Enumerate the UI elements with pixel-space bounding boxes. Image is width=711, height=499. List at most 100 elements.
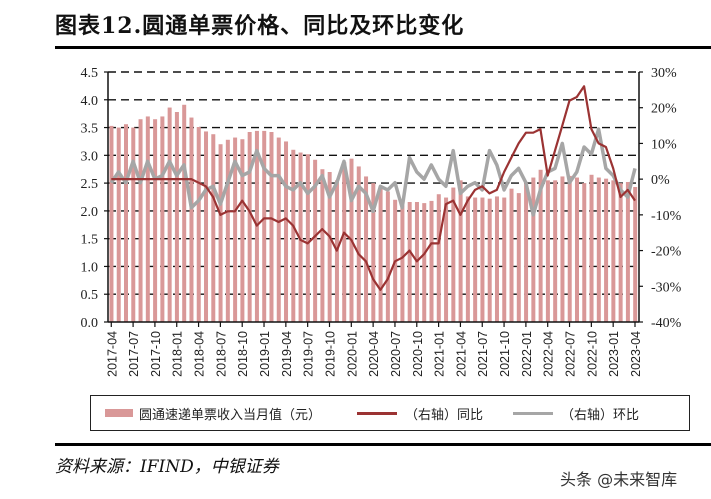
legend-label: （右轴）同比: [405, 407, 484, 423]
bar: [160, 116, 165, 322]
x-tick-label: 2019-10: [323, 331, 337, 377]
watermark: 头条 @未来智库: [560, 470, 678, 489]
bar: [269, 132, 274, 322]
bar: [633, 187, 638, 322]
bar: [116, 127, 121, 322]
source-note: 资料来源：IFIND，中银证券: [55, 457, 279, 477]
bar: [124, 124, 129, 322]
bar: [574, 177, 579, 322]
bar: [458, 180, 463, 322]
x-tick-label: 2017-10: [149, 331, 163, 377]
x-tick-label: 2019-04: [280, 331, 294, 377]
x-tick-label: 2023-04: [629, 331, 643, 377]
bar: [218, 144, 223, 322]
right-tick-label: -20%: [651, 245, 682, 260]
line-swatch-icon: [513, 411, 554, 415]
left-tick-label: 3.0: [81, 149, 99, 164]
bar: [465, 196, 470, 322]
bar: [284, 141, 289, 322]
bar: [553, 180, 558, 322]
bar: [436, 194, 441, 322]
x-tick-label: 2018-07: [214, 331, 228, 377]
bar: [167, 107, 172, 322]
x-tick-label: 2017-07: [127, 331, 141, 377]
bar: [233, 137, 238, 322]
bar: [356, 166, 361, 322]
bar: [524, 183, 529, 322]
x-tick-label: 2022-07: [564, 331, 578, 377]
axes: 0.0 0.5 1.0 1.5 2.0 2.5 3.0 3.5 4.0 4.5 -40% -30% -2…: [81, 66, 682, 377]
x-tick-label: 2019-07: [302, 331, 316, 377]
x-tick-label: 2021-04: [454, 331, 468, 377]
bar: [618, 183, 623, 322]
bar: [625, 182, 630, 322]
bar: [400, 205, 405, 322]
chart-title: 图表12.圆通单票价格、同比及环比变化: [55, 13, 465, 39]
bar: [276, 137, 281, 322]
bar: [240, 139, 245, 322]
bar: [538, 169, 543, 322]
bar: [385, 191, 390, 322]
footer-divider: [55, 443, 711, 446]
bar: [378, 188, 383, 322]
bar: [320, 169, 325, 322]
left-tick-label: 2.0: [81, 205, 99, 220]
bar: [407, 202, 412, 322]
bar: [196, 127, 201, 322]
bar: [153, 119, 158, 322]
bar: [305, 154, 310, 322]
x-tick-label: 2020-01: [345, 331, 359, 377]
left-tick-label: 0.0: [81, 316, 99, 331]
right-tick-label: 0%: [651, 173, 670, 188]
bar: [509, 188, 514, 322]
bar: [516, 193, 521, 322]
x-tick-label: 2020-04: [367, 331, 381, 377]
legend-item-bar: 圆通速递单票收入当月值（元）: [105, 404, 321, 423]
right-tick-label: -40%: [651, 316, 682, 331]
bar: [262, 130, 267, 322]
bar: [531, 177, 536, 322]
bar: [596, 177, 601, 322]
x-tick-label: 2018-01: [171, 331, 185, 377]
right-tick-label: -30%: [651, 280, 682, 295]
chart-canvas: 0.0 0.5 1.0 1.5 2.0 2.5 3.0 3.5 4.0 4.5 -40% -30% -2…: [81, 66, 682, 377]
bar: [174, 112, 179, 322]
left-tick-label: 4.5: [81, 66, 99, 81]
bar: [371, 183, 376, 322]
x-tick-label: 2019-01: [258, 331, 272, 377]
left-tick-label: 2.5: [81, 177, 99, 192]
bar: [364, 176, 369, 322]
bar: [545, 180, 550, 322]
bar: [487, 198, 492, 322]
bar: [567, 175, 572, 322]
bar: [182, 104, 187, 323]
bar: [560, 176, 565, 322]
bar: [225, 139, 230, 322]
left-tick-label: 0.5: [81, 288, 99, 303]
bar: [327, 172, 332, 322]
bar: [451, 187, 456, 322]
bar: [298, 152, 303, 322]
bar: [611, 180, 616, 322]
right-tick-label: 10%: [651, 137, 677, 152]
bar: [145, 116, 150, 322]
bar: [473, 197, 478, 322]
x-tick-label: 2022-04: [542, 331, 556, 377]
bar: [247, 132, 252, 322]
bar: [131, 127, 136, 322]
x-tick-label: 2021-10: [498, 331, 512, 377]
legend-label: （右轴）环比: [561, 407, 640, 423]
x-tick-label: 2017-04: [105, 331, 119, 377]
bar: [313, 159, 318, 322]
right-tick-label: -10%: [651, 209, 682, 224]
line-swatch-icon: [357, 411, 398, 415]
bar: [138, 119, 143, 322]
bar: [494, 196, 499, 322]
title-divider: [55, 46, 711, 49]
bar: [604, 178, 609, 322]
x-tick-label: 2022-10: [585, 331, 599, 377]
legend-item-mom: （右轴）环比: [513, 404, 639, 423]
x-tick-label: 2023-01: [607, 331, 621, 377]
x-tick-label: 2020-07: [389, 331, 403, 377]
x-tick-label: 2018-10: [236, 331, 250, 377]
